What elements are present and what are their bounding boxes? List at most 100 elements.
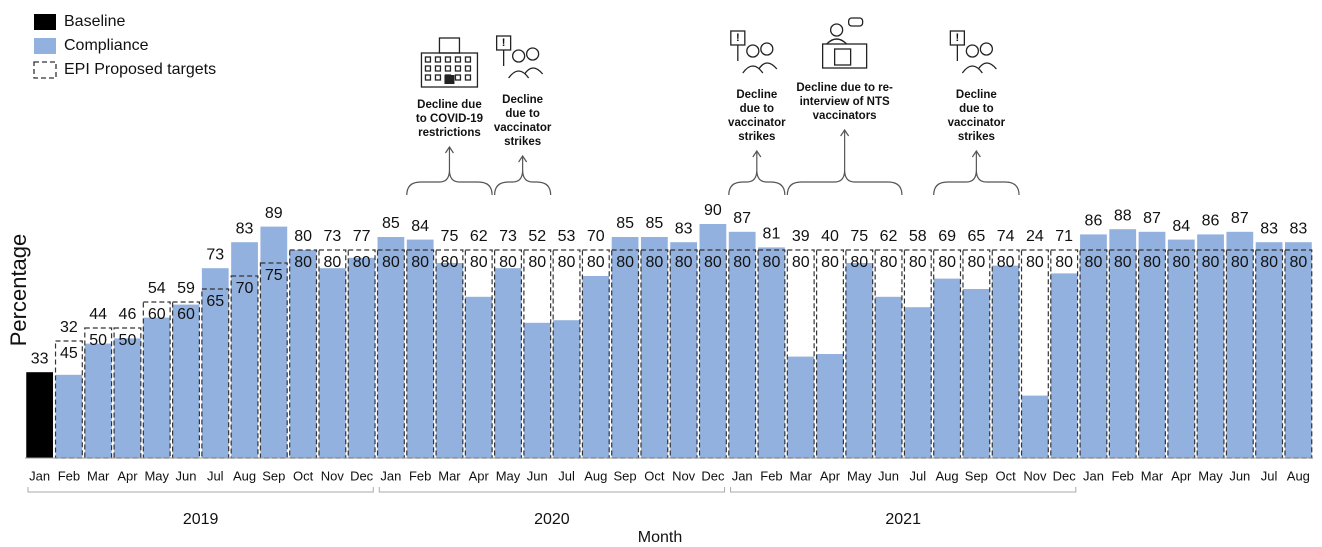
x-tick-label: Mar bbox=[1141, 468, 1164, 483]
value-label: 90 bbox=[704, 202, 722, 219]
icon bbox=[760, 42, 774, 56]
value-label: 83 bbox=[675, 220, 693, 237]
x-tick-label: Mar bbox=[87, 468, 110, 483]
value-label: 77 bbox=[353, 228, 371, 245]
arrow-head bbox=[518, 154, 528, 163]
value-label: 71 bbox=[1055, 228, 1073, 245]
x-tick-label: Jun bbox=[527, 468, 548, 483]
value-label: 75 bbox=[441, 228, 459, 245]
value-label: 84 bbox=[1172, 218, 1190, 235]
compliance-bar bbox=[1050, 273, 1078, 458]
icon bbox=[525, 47, 540, 61]
year-label: 2021 bbox=[885, 511, 921, 528]
x-tick-label: Jul bbox=[910, 468, 927, 483]
annotation-text: restrictions bbox=[418, 127, 481, 139]
target-label: 80 bbox=[1202, 254, 1220, 271]
value-label: 70 bbox=[587, 228, 605, 245]
x-tick-label: Jan bbox=[1083, 468, 1104, 483]
value-label: 87 bbox=[1231, 210, 1249, 227]
x-tick-label: Jul bbox=[207, 468, 224, 483]
icon: ! bbox=[956, 32, 960, 44]
value-label: 73 bbox=[206, 246, 224, 263]
x-tick-label: Jun bbox=[1229, 468, 1250, 483]
compliance-bar bbox=[992, 265, 1020, 458]
value-label: 89 bbox=[265, 205, 283, 222]
value-label: 85 bbox=[616, 215, 634, 232]
legend-label: Compliance bbox=[64, 37, 149, 54]
icon bbox=[965, 44, 980, 58]
target-label: 80 bbox=[558, 254, 576, 271]
x-tick-label: Aug bbox=[233, 468, 256, 483]
x-tick-label: Sep bbox=[262, 468, 285, 483]
x-tick-label: Dec bbox=[701, 468, 725, 483]
target-label: 80 bbox=[1172, 254, 1190, 271]
compliance-bar bbox=[348, 257, 376, 458]
x-tick-label: Sep bbox=[965, 468, 988, 483]
target-label: 60 bbox=[148, 306, 166, 323]
annotation-text: strikes bbox=[504, 136, 541, 148]
icon bbox=[511, 49, 526, 63]
value-label: 33 bbox=[31, 350, 49, 367]
legend-label: Baseline bbox=[64, 13, 125, 30]
target-label: 80 bbox=[880, 254, 898, 271]
compliance-bar bbox=[1109, 229, 1137, 458]
target-label: 80 bbox=[967, 254, 985, 271]
x-tick-label: Aug bbox=[1287, 468, 1310, 483]
annotation: Decline due to vaccinator strikes! bbox=[728, 30, 786, 196]
arrow-head bbox=[971, 149, 981, 158]
legend-swatch bbox=[33, 61, 57, 79]
target-label: 80 bbox=[675, 254, 693, 271]
x-tick-label: Mar bbox=[438, 468, 461, 483]
target-label: 80 bbox=[1260, 254, 1278, 271]
compliance-bar bbox=[728, 231, 756, 458]
x-tick-label: Jun bbox=[878, 468, 899, 483]
compliance-bar bbox=[318, 268, 346, 458]
icon bbox=[454, 56, 462, 63]
compliance-bar bbox=[1226, 231, 1254, 458]
compliance-bar bbox=[640, 237, 668, 458]
x-tick-label: Sep bbox=[614, 468, 637, 483]
annotation-text: due to bbox=[959, 103, 994, 115]
compliance-bar bbox=[143, 317, 171, 458]
annotation-text: to COVID-19 bbox=[416, 113, 483, 125]
icon: ! bbox=[736, 32, 740, 44]
value-label: 62 bbox=[880, 228, 898, 245]
value-label: 40 bbox=[821, 228, 839, 245]
x-tick-label: Apr bbox=[1171, 468, 1192, 483]
compliance-bar bbox=[436, 263, 463, 458]
compliance-bar bbox=[553, 320, 580, 458]
x-tick-label: Jun bbox=[176, 468, 197, 483]
value-label: 73 bbox=[499, 228, 517, 245]
target-label: 80 bbox=[441, 254, 459, 271]
x-tick-label: Jul bbox=[558, 468, 575, 483]
x-tick-label: Aug bbox=[936, 468, 959, 483]
x-tick-label: Apr bbox=[469, 468, 490, 483]
value-label: 59 bbox=[177, 280, 195, 297]
compliance-bar bbox=[1138, 231, 1166, 458]
compliance-bar bbox=[1167, 239, 1195, 458]
value-label: 58 bbox=[909, 228, 927, 245]
compliance-bar bbox=[904, 307, 932, 458]
icon bbox=[826, 38, 848, 45]
target-label: 80 bbox=[997, 254, 1015, 271]
target-label: 45 bbox=[60, 345, 78, 362]
x-tick-label: Apr bbox=[820, 468, 841, 483]
target-label: 75 bbox=[265, 267, 283, 284]
x-axis-title: Month bbox=[638, 529, 682, 546]
x-tick-label: Nov bbox=[1023, 468, 1047, 483]
value-label: 74 bbox=[997, 228, 1015, 245]
compliance-bar bbox=[201, 268, 229, 458]
icon bbox=[961, 62, 997, 74]
icon bbox=[438, 37, 461, 54]
target-label: 80 bbox=[733, 254, 751, 271]
target-label: 80 bbox=[587, 254, 605, 271]
target-label: 80 bbox=[909, 254, 927, 271]
legend-swatch bbox=[34, 14, 56, 30]
compliance-bar bbox=[1255, 242, 1283, 458]
x-tick-label: Feb bbox=[1112, 468, 1134, 483]
icon bbox=[847, 17, 864, 27]
x-tick-label: Oct bbox=[293, 468, 314, 483]
value-label: 75 bbox=[850, 228, 868, 245]
annotation-text: strikes bbox=[958, 131, 995, 143]
